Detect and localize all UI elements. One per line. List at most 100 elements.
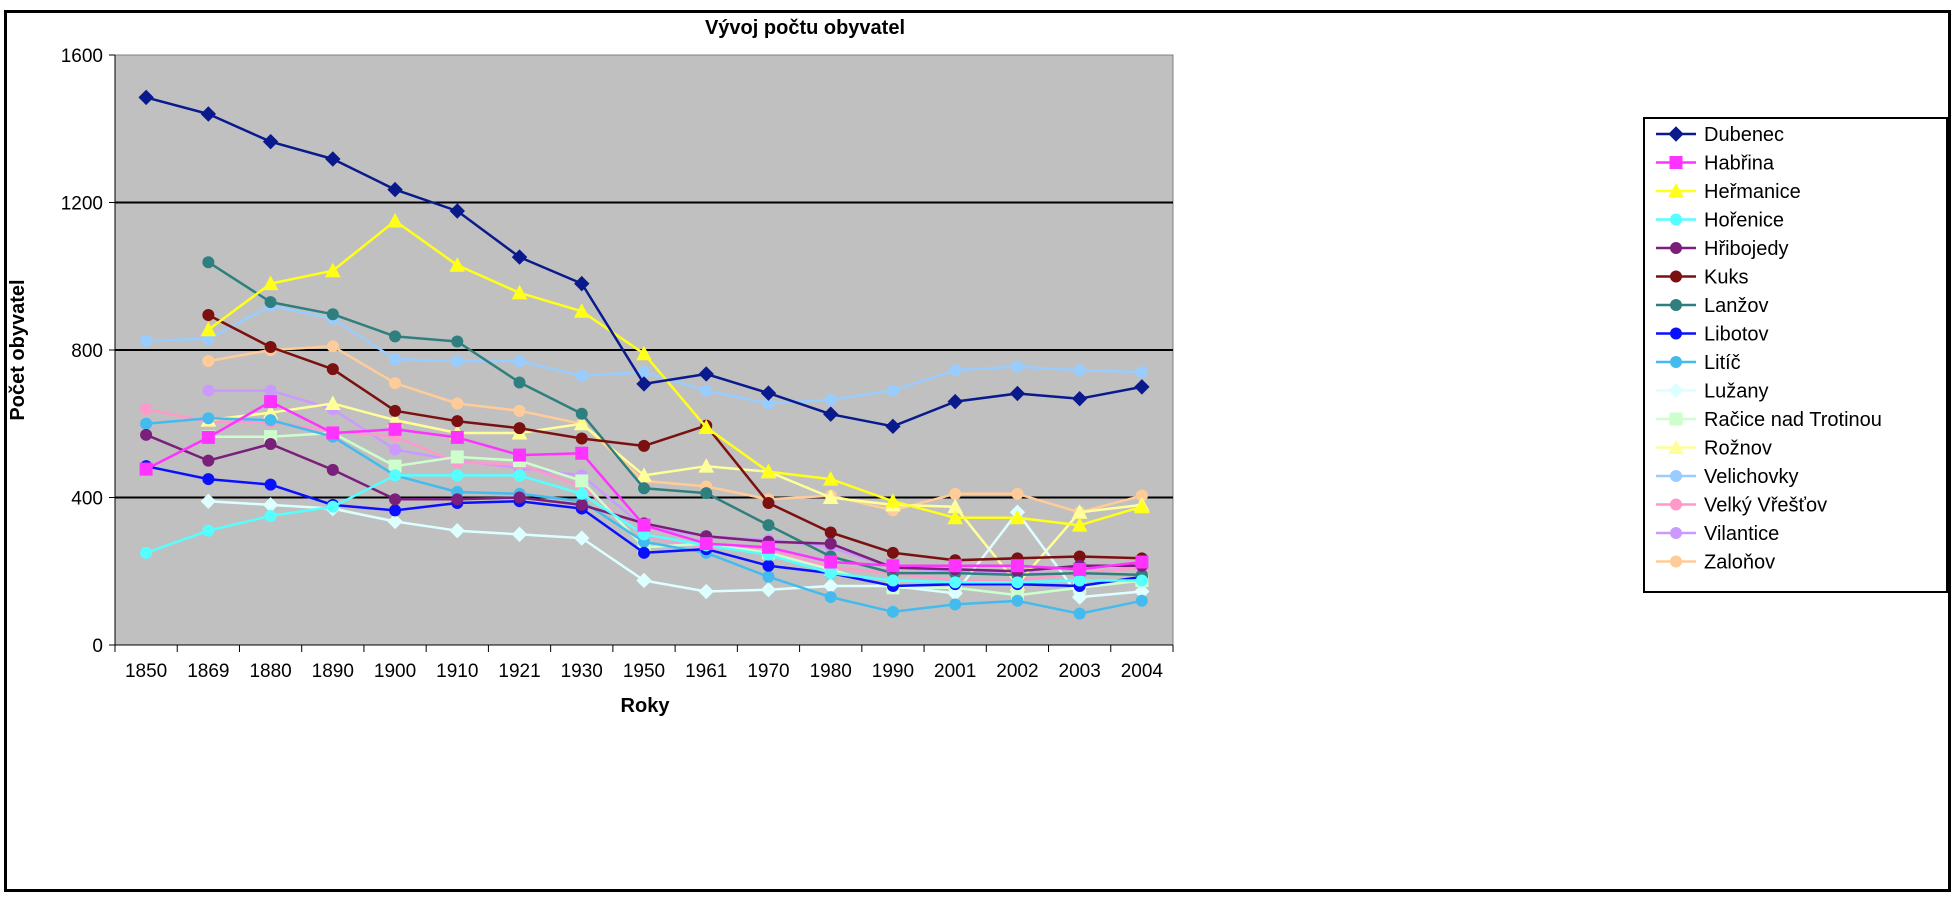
legend-item: Vilantice (1656, 523, 1779, 545)
data-point (698, 583, 714, 600)
y-tick-label: 1600 (61, 46, 103, 67)
legend-marker (1670, 327, 1682, 340)
data-point (449, 203, 466, 219)
data-point (1073, 574, 1086, 587)
legend-item: Dubenec (1656, 124, 1784, 146)
x-tick-label: 1930 (561, 661, 603, 682)
legend-item: Lanžov (1656, 295, 1769, 317)
data-point (1011, 594, 1024, 607)
data-point (822, 471, 839, 486)
data-point (573, 303, 590, 318)
data-point (1071, 589, 1088, 605)
data-point (885, 418, 901, 435)
x-tick-label: 1869 (187, 661, 229, 682)
x-tick-label: 1880 (249, 661, 291, 682)
data-point (513, 355, 526, 368)
data-point (389, 443, 402, 456)
x-tick-label: 1921 (498, 661, 540, 682)
data-point (573, 415, 590, 431)
data-point (1073, 562, 1087, 576)
legend-label: Hořenice (1704, 210, 1784, 232)
x-axis-label: Roky (621, 695, 671, 717)
data-point (513, 422, 526, 435)
data-point (636, 345, 652, 361)
data-point (324, 262, 341, 278)
data-point (762, 519, 775, 532)
data-point (389, 469, 402, 482)
series-line (208, 499, 1143, 599)
data-point (574, 275, 590, 292)
legend-item: Habřina (1656, 153, 1775, 175)
data-point (451, 493, 464, 506)
data-point (511, 249, 528, 265)
data-point (824, 567, 837, 580)
data-point (824, 591, 837, 604)
data-point (389, 353, 402, 366)
data-point (326, 308, 339, 321)
x-tick-label: 1980 (810, 661, 852, 682)
data-point (638, 482, 650, 495)
legend-item: Kuks (1656, 267, 1748, 289)
x-tick-label: 1890 (312, 661, 354, 682)
data-point (636, 376, 652, 392)
data-point (389, 377, 402, 390)
legend-label: Rožnov (1704, 438, 1772, 460)
data-point (947, 509, 964, 525)
legend-item: Hořenice (1656, 210, 1784, 232)
data-point (264, 341, 277, 354)
x-tick-label: 1950 (623, 661, 665, 682)
data-point (262, 275, 279, 291)
x-tick-label: 1990 (872, 661, 914, 682)
data-point (574, 530, 590, 546)
data-point (1134, 498, 1150, 514)
legend-item: Lužany (1656, 381, 1769, 403)
series-line (207, 219, 1143, 527)
series-layer (138, 89, 1150, 620)
data-point (1134, 379, 1150, 395)
data-point (326, 500, 339, 513)
data-point (949, 598, 962, 611)
data-point (264, 438, 277, 451)
data-point (1135, 594, 1148, 607)
series-Velichovky (140, 299, 1148, 410)
data-point (762, 570, 775, 583)
legend-marker (1670, 470, 1682, 482)
x-tick-label: 1970 (747, 661, 789, 682)
legend-marker (1670, 213, 1682, 226)
y-tick-label: 400 (71, 489, 103, 510)
data-point (824, 526, 837, 539)
data-point (762, 497, 775, 510)
data-point (264, 395, 278, 409)
data-point (885, 493, 901, 508)
data-point (1009, 509, 1026, 525)
data-point (513, 376, 526, 389)
x-tick-label: 2001 (934, 661, 976, 682)
data-point (511, 526, 528, 543)
data-point (200, 321, 217, 337)
legend-label: Lanžov (1704, 295, 1769, 317)
data-point (200, 493, 217, 509)
data-point (511, 284, 528, 300)
data-point (1009, 385, 1026, 402)
data-point (824, 555, 838, 569)
data-point (575, 446, 589, 460)
data-point (262, 133, 279, 150)
data-point (949, 364, 962, 377)
series-line (208, 345, 1143, 514)
data-point (264, 296, 277, 309)
data-point (700, 487, 713, 500)
data-point (698, 419, 715, 434)
series-line (208, 431, 1143, 597)
legend-marker (1670, 270, 1682, 283)
legend-item: Zaloňov (1656, 552, 1775, 574)
data-point (449, 522, 466, 539)
data-point (636, 467, 652, 482)
data-point (451, 335, 464, 348)
data-point (140, 403, 153, 415)
data-point (1071, 390, 1088, 407)
data-point (949, 487, 962, 500)
data-point (200, 106, 217, 122)
data-point (575, 474, 589, 488)
data-point (326, 426, 340, 440)
data-point (202, 473, 215, 486)
